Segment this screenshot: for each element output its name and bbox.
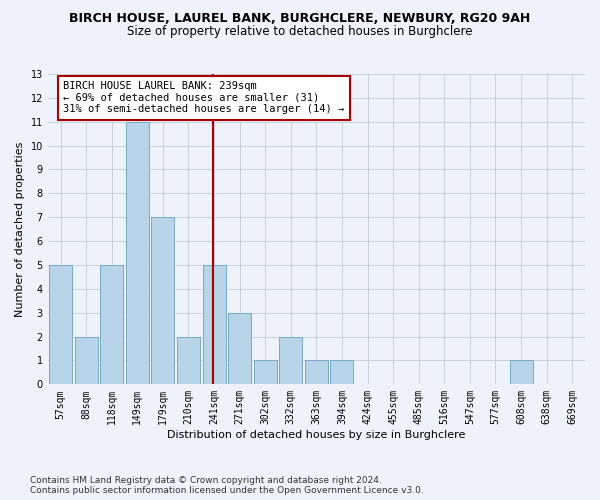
Bar <box>203 265 226 384</box>
Text: Contains HM Land Registry data © Crown copyright and database right 2024.: Contains HM Land Registry data © Crown c… <box>30 476 382 485</box>
Bar <box>126 122 149 384</box>
Bar <box>228 312 251 384</box>
Bar <box>509 360 533 384</box>
Bar <box>254 360 277 384</box>
Text: Size of property relative to detached houses in Burghclere: Size of property relative to detached ho… <box>127 25 473 38</box>
Bar <box>74 336 98 384</box>
Bar <box>151 217 175 384</box>
Bar <box>331 360 353 384</box>
Bar <box>49 265 72 384</box>
Text: BIRCH HOUSE LAUREL BANK: 239sqm
← 69% of detached houses are smaller (31)
31% of: BIRCH HOUSE LAUREL BANK: 239sqm ← 69% of… <box>63 81 344 114</box>
Bar <box>280 336 302 384</box>
Text: BIRCH HOUSE, LAUREL BANK, BURGHCLERE, NEWBURY, RG20 9AH: BIRCH HOUSE, LAUREL BANK, BURGHCLERE, NE… <box>70 12 530 26</box>
Bar <box>177 336 200 384</box>
Bar <box>100 265 123 384</box>
Bar <box>305 360 328 384</box>
Text: Contains public sector information licensed under the Open Government Licence v3: Contains public sector information licen… <box>30 486 424 495</box>
Y-axis label: Number of detached properties: Number of detached properties <box>15 142 25 317</box>
X-axis label: Distribution of detached houses by size in Burghclere: Distribution of detached houses by size … <box>167 430 466 440</box>
